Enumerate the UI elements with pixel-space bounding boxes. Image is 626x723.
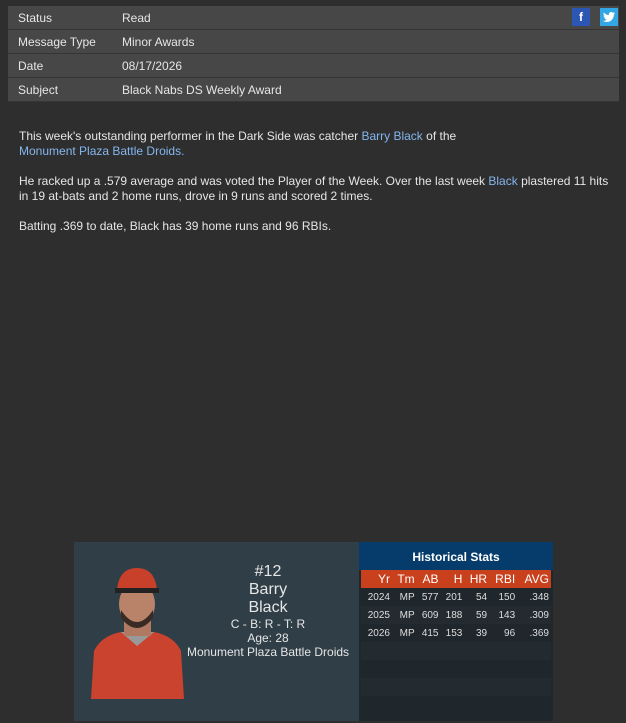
cell: 150 — [498, 591, 516, 603]
cell: 96 — [504, 627, 516, 639]
meta-label: Status — [18, 10, 53, 25]
meta-value: Read — [122, 10, 151, 25]
cell: 201 — [445, 591, 463, 603]
cell: 577 — [421, 591, 439, 603]
message-body: This week's outstanding performer in the… — [19, 129, 609, 249]
col-header: HR — [464, 570, 490, 588]
meta-label: Message Type — [18, 34, 96, 49]
cell: 143 — [489, 606, 518, 624]
meta-row-type: Message Type Minor Awards — [8, 30, 619, 54]
cell: MP — [391, 606, 417, 624]
empty-row — [361, 660, 551, 678]
stats-table: Yr Tm AB H HR RBI AVG 2024 MP 577 201 54 150.… — [361, 570, 551, 714]
col-header: H — [440, 570, 465, 588]
meta-row-date: Date 08/17/2026 — [8, 54, 619, 78]
table-row: 2026 MP 415 153 39 96 .369 — [361, 624, 551, 642]
cell: 188 — [440, 606, 465, 624]
meta-value: Black Nabs DS Weekly Award — [122, 82, 282, 97]
player-number: #12 — [254, 563, 282, 580]
cell: 39 — [475, 627, 488, 639]
empty-row — [361, 696, 551, 714]
cell: MP — [399, 627, 415, 639]
cell: .348 — [529, 591, 549, 603]
table-row: 2025 MP 609 188 59 143.309 — [361, 606, 551, 624]
paragraph-1: This week's outstanding performer in the… — [19, 129, 609, 159]
player-link[interactable]: Black — [488, 174, 518, 188]
cell: 609 — [416, 606, 441, 624]
table-row: 2024 MP 577 201 54 150 .348 — [361, 588, 551, 606]
player-photo[interactable] — [91, 566, 184, 699]
text: of the — [422, 129, 457, 143]
col-header: RBI — [489, 570, 518, 588]
player-link[interactable]: Barry Black — [361, 129, 423, 143]
text: plastered 11 hits in 19 at-bats and 2 ho… — [19, 174, 609, 203]
historical-stats: Historical Stats Yr Tm AB H HR RBI AVG 2… — [359, 542, 553, 721]
cell: 54 — [475, 591, 488, 603]
player-team[interactable]: Monument Plaza Battle Droids — [186, 645, 350, 659]
meta-label: Date — [18, 58, 44, 73]
paragraph-3: Batting .369 to date, Black has 39 home … — [19, 219, 332, 233]
player-last-name: Black — [248, 599, 288, 616]
meta-label: Subject — [18, 82, 59, 97]
text: He racked up a .579 average and was vote… — [19, 174, 489, 188]
col-header: Yr — [361, 570, 392, 588]
player-position: C - B: R - T: R — [230, 617, 306, 631]
meta-row-status: Status Read — [8, 6, 619, 30]
cell: .309 — [517, 606, 551, 624]
twitter-icon[interactable] — [600, 8, 618, 26]
cell: 153 — [445, 627, 463, 639]
stats-title: Historical Stats — [359, 542, 553, 570]
message-meta-table: Status Read Message Type Minor Awards Date… — [8, 6, 619, 102]
player-age: Age: 28 — [247, 631, 289, 645]
col-header: AB — [416, 570, 441, 588]
col-header: Tm — [391, 570, 417, 588]
cell: MP — [399, 591, 415, 603]
cell: .369 — [529, 627, 549, 639]
facebook-icon[interactable]: f — [572, 8, 590, 26]
cell: 415 — [421, 627, 439, 639]
cell: 2024 — [367, 591, 390, 603]
cell: 2025 — [361, 606, 392, 624]
player-card: #12 Barry Black C - B: R - T: R Age: 28 … — [74, 542, 553, 721]
cell: 59 — [464, 606, 490, 624]
paragraph-2: He racked up a .579 average and was vote… — [19, 174, 609, 204]
meta-value: Minor Awards — [122, 34, 195, 49]
player-first-name: Barry — [248, 581, 288, 598]
text: This week's outstanding performer in the… — [19, 129, 362, 143]
team-link[interactable]: Monument Plaza Battle Droids — [19, 144, 182, 158]
text: . — [181, 144, 185, 158]
empty-row — [361, 678, 551, 696]
col-header: AVG — [517, 570, 551, 588]
cell: 2026 — [367, 627, 390, 639]
empty-row — [361, 642, 551, 660]
meta-value: 08/17/2026 — [122, 58, 183, 73]
meta-row-subject: Subject Black Nabs DS Weekly Award — [8, 78, 619, 102]
